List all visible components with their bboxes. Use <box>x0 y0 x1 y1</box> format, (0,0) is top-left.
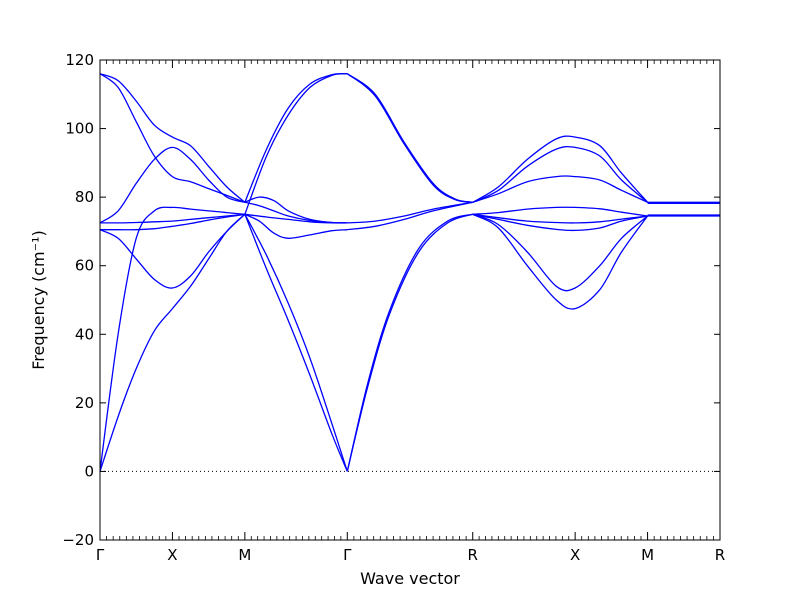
band-line-26 <box>472 206 648 217</box>
band-line-16 <box>244 72 348 203</box>
band-line-13 <box>244 214 348 472</box>
y-tick-label: 80 <box>75 188 94 206</box>
y-tick-label: 100 <box>65 120 94 138</box>
band-line-19 <box>347 201 473 231</box>
band-line-17 <box>346 213 473 472</box>
band-line-1 <box>100 213 246 472</box>
band-line-27 <box>472 213 648 224</box>
band-line-28 <box>472 175 648 203</box>
band-line-4 <box>100 213 245 231</box>
x-axis-label: Wave vector <box>360 569 460 588</box>
x-tick-label: Γ <box>343 546 352 564</box>
band-line-2 <box>100 206 245 472</box>
band-line-30 <box>472 135 649 203</box>
band-line-23 <box>472 213 649 292</box>
y-tick-label: 40 <box>75 325 94 343</box>
y-tick-label: 120 <box>65 51 94 69</box>
band-line-8 <box>100 73 246 203</box>
band-line-5 <box>100 213 245 224</box>
band-line-18 <box>346 213 473 472</box>
band-line-7 <box>100 73 246 203</box>
band-line-22 <box>346 73 473 203</box>
x-tick-label: X <box>167 546 177 564</box>
band-line-9 <box>244 213 348 239</box>
plot-frame <box>99 59 721 541</box>
band-line-14 <box>244 213 348 472</box>
y-tick-label: 20 <box>75 394 94 412</box>
y-axis-label: Frequency (cm⁻¹) <box>29 230 48 369</box>
x-tick-label: R <box>715 546 725 564</box>
y-axis-ticks: −20 0 20 40 60 80 100 120 <box>62 51 720 549</box>
x-tick-label: Γ <box>96 546 105 564</box>
band-lines <box>100 72 720 472</box>
band-line-24 <box>472 213 649 310</box>
band-line-20 <box>347 201 473 224</box>
band-line-29 <box>472 145 649 203</box>
plot-area <box>100 72 720 472</box>
x-axis-minor-ticks <box>106 60 714 540</box>
y-tick-label: −20 <box>62 531 94 549</box>
y-tick-label: 0 <box>84 462 94 480</box>
band-line-25 <box>472 213 648 232</box>
x-tick-label: M <box>238 546 251 564</box>
band-line-3 <box>100 213 246 289</box>
x-tick-label: X <box>570 546 580 564</box>
band-line-12 <box>244 213 348 224</box>
x-tick-label: R <box>468 546 478 564</box>
x-tick-label: M <box>641 546 654 564</box>
y-tick-label: 60 <box>75 257 94 275</box>
